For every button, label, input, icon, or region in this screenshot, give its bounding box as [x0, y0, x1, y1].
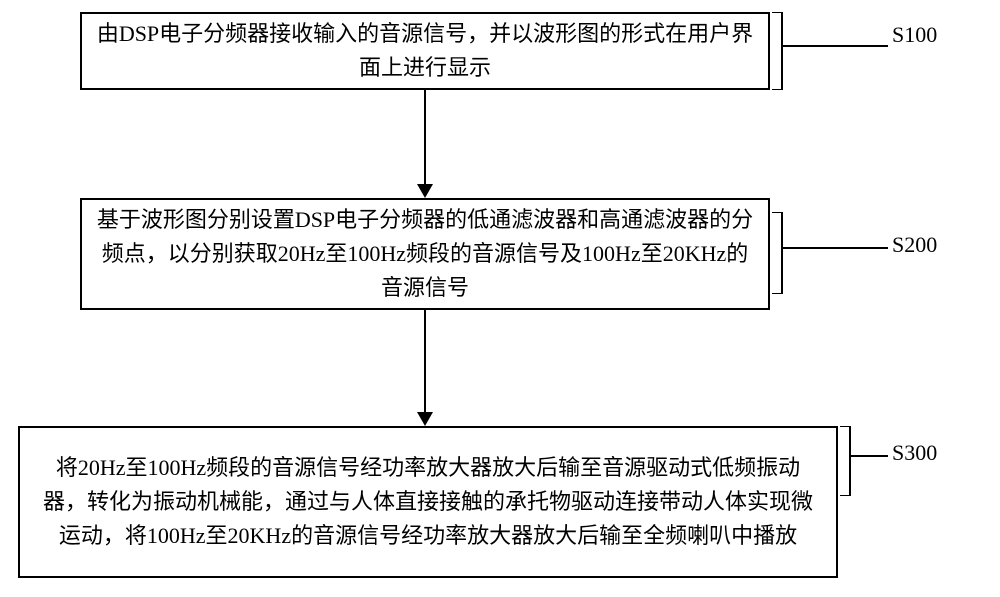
arrow-2-head — [417, 412, 433, 426]
arrow-2-line — [424, 310, 426, 412]
step-box-3: 将20Hz至100Hz频段的音源信号经功率放大器放大后输至音源驱动式低频振动器，… — [18, 426, 838, 578]
flowchart-canvas: 由DSP电子分频器接收输入的音源信号，并以波形图的形式在用户界面上进行显示 S1… — [0, 0, 1000, 597]
step-label-s200: S200 — [892, 232, 937, 258]
bracket-1 — [772, 12, 790, 90]
bracket-2 — [772, 212, 790, 294]
step-label-s100: S100 — [892, 22, 937, 48]
step-label-s100-text: S100 — [892, 22, 937, 47]
bracket-3 — [840, 426, 858, 496]
step-label-s200-text: S200 — [892, 232, 937, 257]
step-text-2: 基于波形图分别设置DSP电子分频器的低通滤波器和高通滤波器的分频点，以分别获取2… — [96, 203, 754, 305]
step-label-s300-text: S300 — [892, 440, 937, 465]
step-text-1: 由DSP电子分频器接收输入的音源信号，并以波形图的形式在用户界面上进行显示 — [96, 17, 754, 85]
arrow-1-head — [417, 184, 433, 198]
step-box-1: 由DSP电子分频器接收输入的音源信号，并以波形图的形式在用户界面上进行显示 — [80, 12, 770, 90]
step-label-s300: S300 — [892, 440, 937, 466]
arrow-1-line — [424, 90, 426, 184]
step-box-2: 基于波形图分别设置DSP电子分频器的低通滤波器和高通滤波器的分频点，以分别获取2… — [80, 198, 770, 310]
step-text-3: 将20Hz至100Hz频段的音源信号经功率放大器放大后输至音源驱动式低频振动器，… — [34, 451, 822, 553]
